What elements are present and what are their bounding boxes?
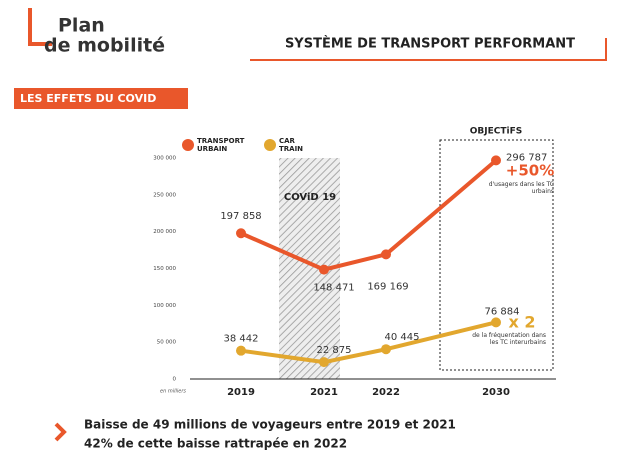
objectives-box [439,139,554,371]
x-tick-label: 2022 [372,387,400,398]
unit-label: en milliers [160,389,186,395]
line [240,158,498,272]
point [491,155,501,166]
annotation-note: d'usagers dans les TC urbains [488,181,554,195]
logo-bracket [28,8,52,46]
line [240,320,497,365]
point [381,249,391,260]
y-tick-label: 50 000 [157,340,177,346]
x-tick-label: 2021 [310,387,338,398]
header-line [250,38,607,61]
y-tick-label: 150 000 [153,266,176,272]
value-label: 38 442 [224,334,259,345]
y-tick-label: 300 000 [153,156,176,162]
value-label: 76 884 [485,306,520,317]
value-label: 22 875 [317,345,352,356]
legend-label: CAR TRAIN [279,137,304,153]
y-tick-label: 0 [173,377,177,383]
conclusion: 42% de cette baisse rattrapée en 2022 [84,437,347,451]
objectives-label: OBJECTiFS [470,127,522,137]
value-label: 40 445 [385,332,420,343]
arrow-icon [54,422,67,442]
header-title: SYSTÈME DE TRANSPORT PERFORMANT [285,36,575,52]
legend-label: TRANSPORT URBAIN [197,137,245,153]
annotation-note: de la fréquentation dans les TC interurb… [472,332,546,346]
section-box [14,88,188,109]
point [319,264,329,275]
y-tick-label: 100 000 [153,303,176,309]
point [381,344,391,355]
value-label: 169 169 [367,281,408,292]
annotation: +50% [506,162,554,180]
y-tick-label: 200 000 [153,229,176,235]
y-tick-label: 250 000 [153,192,176,198]
value-label: 197 858 [220,211,261,222]
x-tick-label: 2030 [482,387,510,398]
covid-label: COViD 19 [284,192,336,203]
value-label: 148 471 [313,283,354,294]
section-title: LES EFFETS DU COVID [20,92,156,105]
point [319,357,329,368]
point [236,228,246,239]
legend-icon [264,139,276,151]
point [491,317,501,328]
x-tick-label: 2019 [227,387,255,398]
logo: de mobilité [44,35,165,57]
conclusion: Baisse de 49 millions de voyageurs entre… [84,418,456,432]
logo: Plan [58,15,105,37]
annotation: x 2 [508,313,535,332]
value-label: 296 787 [506,152,547,163]
legend-icon [182,139,194,151]
point [236,345,246,356]
